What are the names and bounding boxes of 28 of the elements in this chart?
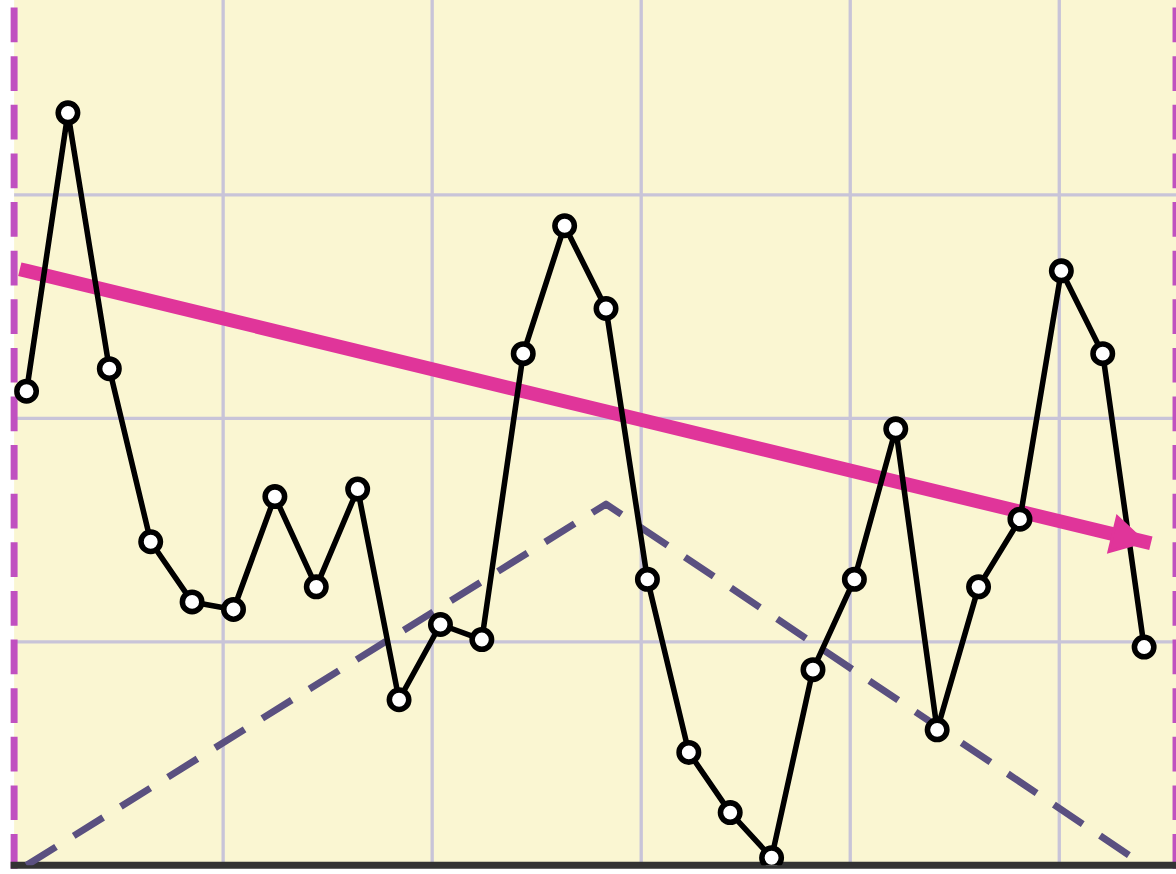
- point: [717, 800, 743, 826]
- point: [138, 529, 164, 555]
- point: [1090, 341, 1116, 367]
- point: [469, 627, 495, 653]
- point: [552, 213, 578, 239]
- point: [1048, 258, 1074, 284]
- point: [262, 484, 288, 510]
- point: [55, 100, 81, 126]
- point: [1131, 634, 1157, 660]
- point: [1007, 506, 1033, 532]
- point: [345, 476, 371, 502]
- point: [800, 657, 826, 683]
- point: [759, 845, 785, 866]
- point: [179, 589, 205, 615]
- point: [966, 574, 992, 600]
- point: [220, 596, 246, 622]
- point: [14, 378, 40, 404]
- point: [593, 295, 619, 321]
- point: [510, 341, 536, 367]
- point: [841, 566, 867, 592]
- point: [303, 574, 329, 600]
- point: [883, 416, 909, 442]
- point: [427, 611, 453, 637]
- point: [634, 566, 660, 592]
- point: [96, 356, 122, 382]
- point: [924, 717, 950, 743]
- point: [676, 739, 702, 765]
- point: [386, 687, 412, 713]
